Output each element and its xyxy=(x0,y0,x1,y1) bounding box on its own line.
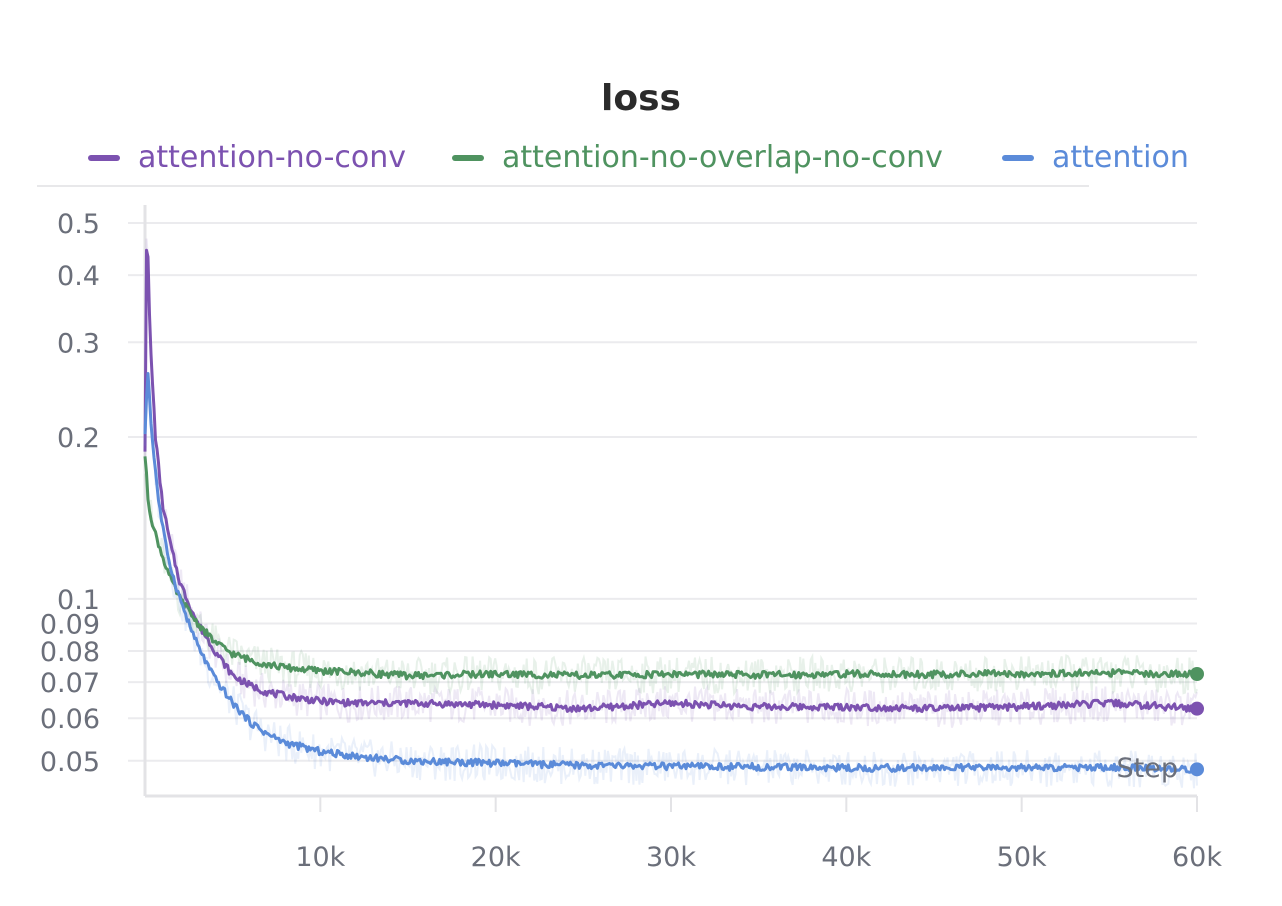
y-tick-label: 0.09 xyxy=(40,609,100,640)
y-tick-label: 0.2 xyxy=(57,423,100,454)
series-line-attention-no-conv xyxy=(143,248,1198,714)
series-end-point-attention-no-overlap-no-conv[interactable] xyxy=(1190,666,1204,681)
x-axis-label: Step xyxy=(1117,753,1178,784)
x-tick-label: 60k xyxy=(1172,842,1222,873)
legend-item-attention-no-conv[interactable]: attention-no-conv xyxy=(88,140,406,175)
series-end-point-attention[interactable] xyxy=(1190,762,1204,777)
y-tick-label: 0.3 xyxy=(57,328,100,359)
legend-divider xyxy=(37,185,1089,187)
y-tick-label: 0.07 xyxy=(40,668,100,699)
legend-label-attention: attention xyxy=(1052,140,1189,175)
series-attention-no-overlap-no-conv xyxy=(143,456,1204,697)
legend-label-attention-no-overlap-no-conv: attention-no-overlap-no-conv xyxy=(502,140,943,175)
x-tick-labels: 10k 20k 30k 40k 50k 60k xyxy=(295,842,1222,873)
legend-label-attention-no-conv: attention-no-conv xyxy=(138,140,407,175)
chart-title: loss xyxy=(601,78,681,119)
series-raw-line-attention-no-overlap-no-conv xyxy=(144,473,1198,697)
y-tick-labels: 0.05 0.06 0.070.080.090.1 0.2 0.3 0.4 0.5 xyxy=(40,209,100,778)
x-tick-label: 40k xyxy=(821,842,871,873)
x-tick-label: 20k xyxy=(471,842,521,873)
y-tick-label: 0.05 xyxy=(40,747,100,778)
series-end-point-attention-no-conv[interactable] xyxy=(1190,701,1204,716)
series-line-attention-no-overlap-no-conv xyxy=(143,456,1199,681)
y-tick-label: 0.1 xyxy=(57,585,100,616)
x-tick-label: 10k xyxy=(295,842,345,873)
grid-lines xyxy=(128,221,1198,812)
y-tick-label: 0.5 xyxy=(57,209,100,240)
legend-swatch-attention-no-overlap-no-conv xyxy=(452,154,484,161)
legend-swatch-attention xyxy=(1002,154,1034,161)
series-raw-line-attention-no-conv xyxy=(144,238,1198,728)
series-raw-line-attention xyxy=(144,378,1198,789)
series-attention xyxy=(143,372,1204,789)
legend-item-attention-no-overlap-no-conv[interactable]: attention-no-overlap-no-conv xyxy=(452,140,943,175)
series-attention-no-conv xyxy=(143,238,1204,728)
series-layer xyxy=(143,238,1204,789)
x-tick-label: 50k xyxy=(997,842,1047,873)
x-tick-label: 30k xyxy=(646,842,696,873)
series-line-attention xyxy=(143,372,1199,774)
legend-swatch-attention-no-conv xyxy=(88,154,120,161)
legend-item-attention[interactable]: attention xyxy=(1002,140,1189,175)
y-tick-label: 0.4 xyxy=(57,261,100,292)
y-tick-label: 0.06 xyxy=(40,704,100,735)
y-tick-label: 0.08 xyxy=(40,637,100,668)
chart-legend: attention-no-conv attention-no-overlap-n… xyxy=(0,140,1282,180)
